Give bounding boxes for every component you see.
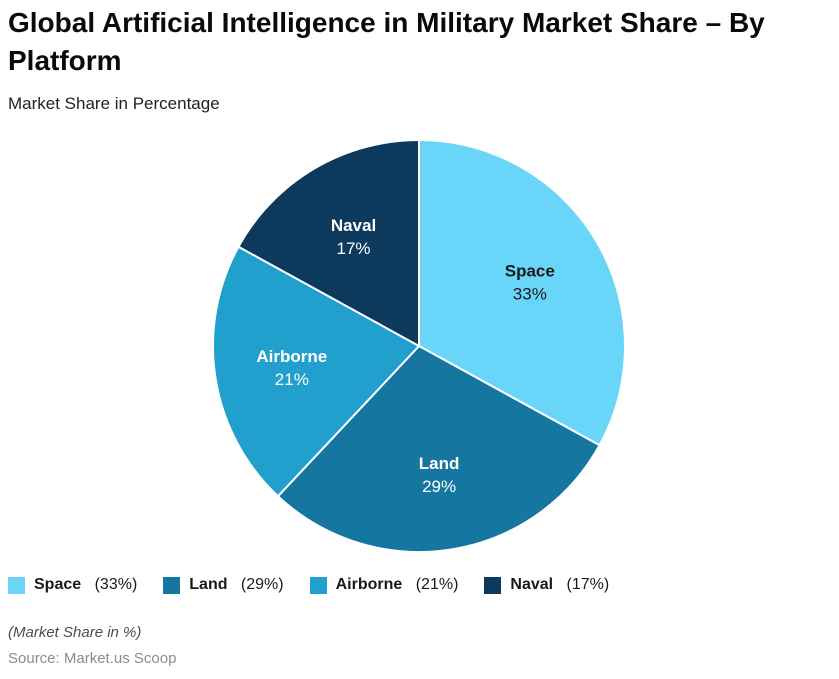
legend-value: (33%)	[90, 576, 138, 593]
pie-slice-naval[interactable]	[237, 139, 420, 347]
legend-value: (21%)	[411, 576, 459, 593]
pie-slice-airborne[interactable]	[212, 245, 420, 498]
chart-legend: Space (33%) Land (29%) Airborne (21%) Naval…	[8, 576, 609, 594]
legend-swatch-naval	[484, 576, 502, 594]
legend-label: Airborne	[335, 576, 403, 593]
legend-swatch-land	[163, 576, 181, 594]
slice-label-space: Space 33%	[505, 262, 555, 304]
slice-label-land: Land 29%	[419, 454, 460, 496]
legend-label: Naval	[510, 576, 554, 593]
unit-note: (Market Share in %)	[8, 624, 142, 641]
pie-slice-land[interactable]	[276, 345, 601, 553]
legend-item-airborne[interactable]: Airborne (21%)	[309, 576, 459, 594]
slice-label-naval: Naval 17%	[331, 216, 376, 258]
pie-chart: Space 33% Land 29% Airborne 21% Naval 17%	[212, 139, 626, 553]
legend-label: Land	[189, 576, 228, 593]
legend-swatch-airborne	[309, 576, 327, 594]
legend-swatch-space	[8, 576, 25, 594]
legend-label: Space	[34, 576, 82, 593]
page-title: Global Artificial Intelligence in Milita…	[8, 7, 765, 76]
pie-slice-space[interactable]	[418, 139, 626, 447]
legend-item-space[interactable]: Space (33%)	[8, 576, 137, 594]
source-credit: Source: Market.us Scoop	[8, 650, 177, 667]
chart-subtitle: Market Share in Percentage	[8, 94, 220, 113]
slice-label-airborne: Airborne 21%	[256, 347, 327, 389]
legend-value: (17%)	[562, 576, 610, 593]
legend-item-naval[interactable]: Naval (17%)	[484, 576, 609, 594]
legend-value: (29%)	[236, 576, 284, 593]
legend-item-land[interactable]: Land (29%)	[163, 576, 284, 594]
